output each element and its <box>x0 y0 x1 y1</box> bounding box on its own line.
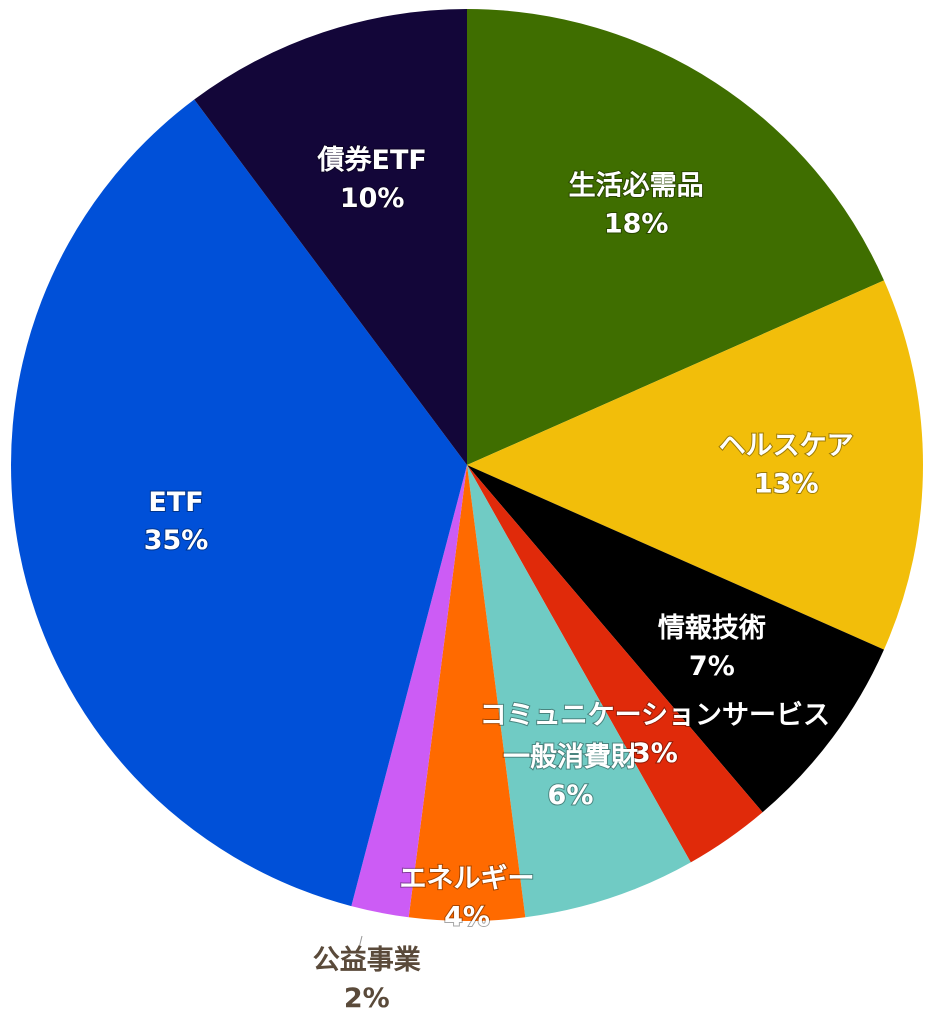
pie-slice <box>408 465 526 921</box>
pie-slice <box>194 9 467 465</box>
slice-value-label: 6% <box>548 780 594 811</box>
slice-label: ETF <box>148 487 203 518</box>
pie-slice <box>467 9 884 465</box>
leader-line <box>358 935 363 949</box>
slice-label: 生活必需品 <box>569 171 704 202</box>
slice-value-label: 3% <box>632 738 678 769</box>
slice-label: コミュニケーションサービス <box>480 700 830 731</box>
pie-slice <box>10 99 467 907</box>
pie-slice <box>467 465 884 813</box>
slice-label: 債券ETF <box>317 144 427 176</box>
slice-label: 一般消費財 <box>503 741 638 773</box>
slice-value-label: 10% <box>340 183 405 214</box>
slice-label: エネルギー <box>400 864 535 895</box>
pie-slice <box>467 465 763 863</box>
slice-label: 情報技術 <box>658 613 766 644</box>
slice-label: 公益事業 <box>313 945 421 976</box>
pie-slice <box>467 465 691 918</box>
slice-value-label: 7% <box>689 651 735 682</box>
slice-value-label: 13% <box>754 469 819 500</box>
pie-slice <box>467 280 924 650</box>
slice-label: ヘルスケア <box>719 431 854 462</box>
pie-slice <box>351 465 467 918</box>
slice-value-label: 2% <box>344 983 390 1014</box>
slice-value-label: 18% <box>604 209 669 240</box>
slice-value-label: 35% <box>144 525 209 556</box>
slice-value-label: 4% <box>444 902 490 933</box>
